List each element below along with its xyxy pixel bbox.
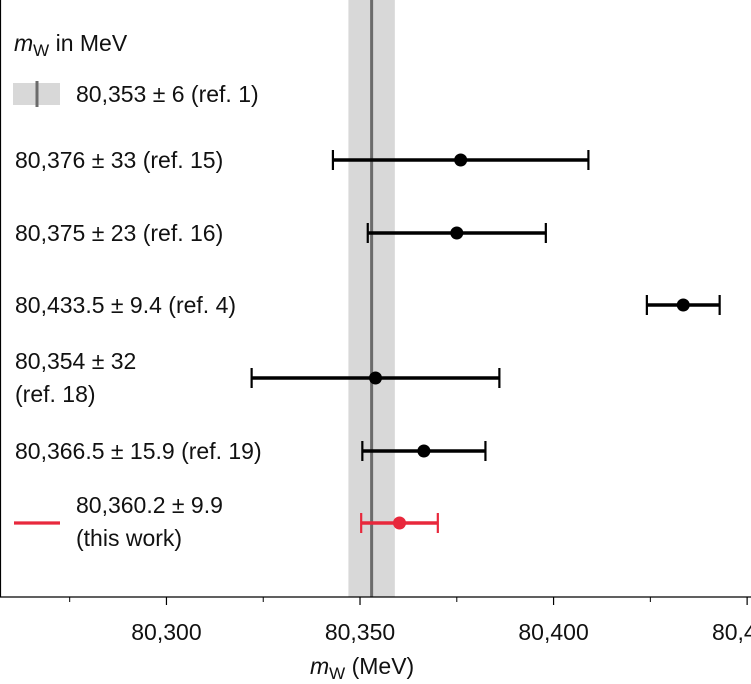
x-axis-title-text: (MeV) <box>345 653 414 679</box>
measurement-label-line: 80,360.2 ± 9.9 <box>76 492 223 518</box>
legend-header-text: in MeV <box>49 30 128 56</box>
x-tick-label: 80,400 <box>518 619 588 645</box>
x-axis-title-symbol: m <box>310 653 329 679</box>
measurement-label-line: (this work) <box>76 525 182 551</box>
measurement-label: 80,375 ± 23 (ref. 16) <box>15 220 223 246</box>
data-point <box>450 226 464 240</box>
data-point <box>417 444 431 458</box>
measurement-label-line: 80,354 ± 32 <box>15 348 136 374</box>
legend-header: mW in MeV <box>14 30 128 60</box>
measurement-label: 80,366.5 ± 15.9 (ref. 19) <box>15 438 262 464</box>
highlight-data-point <box>393 516 407 530</box>
legend-header-subscript: W <box>33 41 49 60</box>
x-tick-label: 80,450 <box>712 619 751 645</box>
measurement-label: 80,376 ± 33 (ref. 15) <box>15 147 223 173</box>
data-point <box>454 153 468 167</box>
x-axis-title-subscript: W <box>329 664 345 683</box>
measurement-label-line: (ref. 18) <box>15 381 96 407</box>
legend-header-symbol: m <box>14 30 33 56</box>
x-tick-label: 80,300 <box>131 619 201 645</box>
x-axis-title: mW (MeV) <box>310 653 414 683</box>
x-tick-label: 80,350 <box>325 619 395 645</box>
data-point <box>369 371 382 385</box>
reference-legend-label: 80,353 ± 6 (ref. 1) <box>76 81 259 107</box>
measurement-label: 80,433.5 ± 9.4 (ref. 4) <box>15 292 236 318</box>
data-point <box>676 298 690 312</box>
